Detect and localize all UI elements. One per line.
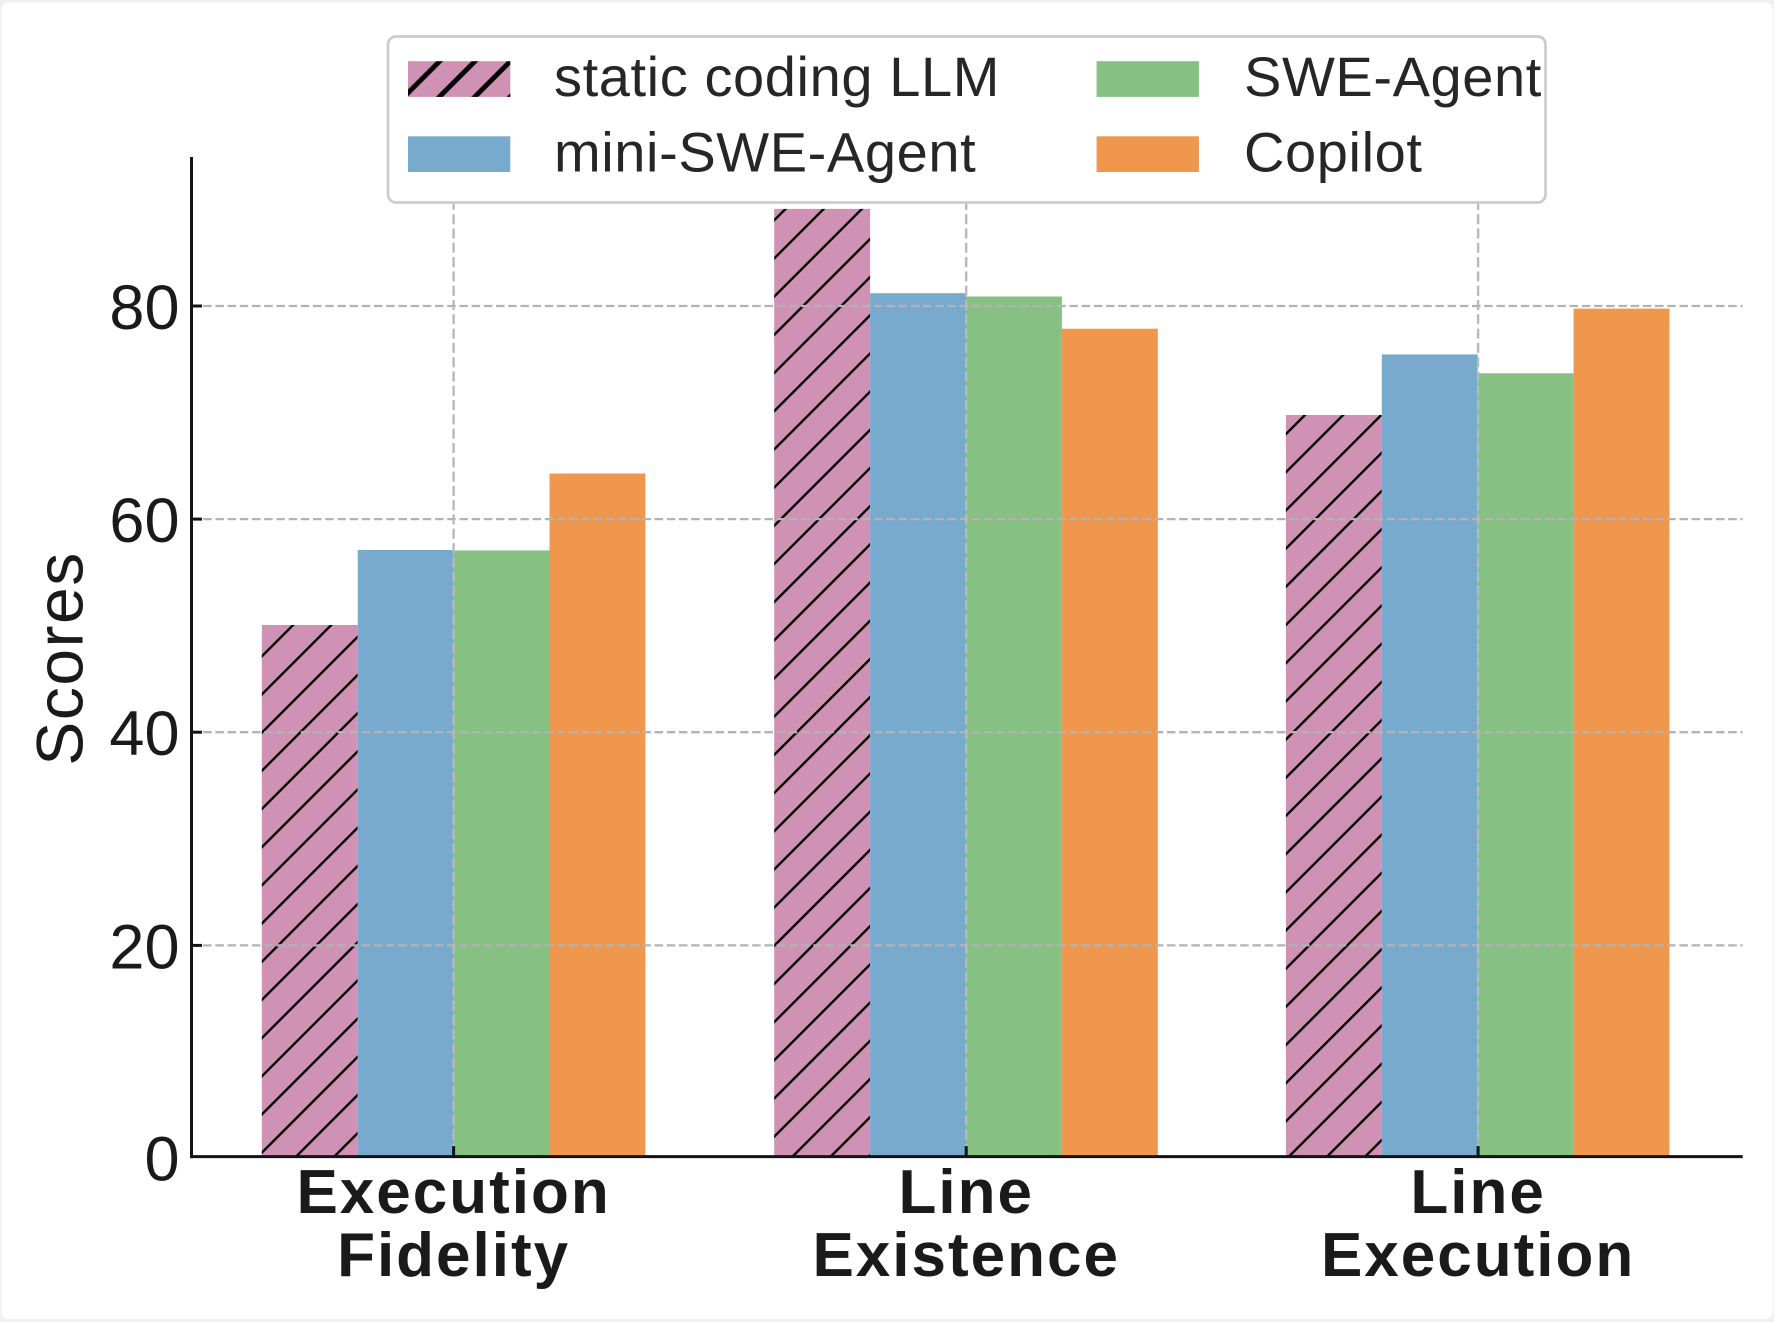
svg-text:Execution: Execution — [1321, 1221, 1635, 1290]
svg-text:40: 40 — [109, 699, 179, 769]
svg-text:Existence: Existence — [812, 1221, 1120, 1290]
svg-text:SWE-Agent: SWE-Agent — [1244, 45, 1542, 108]
svg-text:80: 80 — [109, 273, 179, 343]
svg-text:Line: Line — [1410, 1158, 1545, 1227]
svg-text:60: 60 — [109, 486, 179, 556]
svg-text:Scores: Scores — [23, 551, 97, 765]
svg-text:mini-SWE-Agent: mini-SWE-Agent — [554, 121, 976, 184]
svg-text:20: 20 — [109, 912, 179, 982]
svg-text:static coding LLM: static coding LLM — [554, 45, 1000, 108]
svg-text:0: 0 — [144, 1125, 179, 1195]
svg-text:Copilot: Copilot — [1244, 121, 1423, 184]
svg-text:Line: Line — [898, 1158, 1033, 1227]
svg-text:Execution: Execution — [296, 1158, 610, 1227]
svg-text:Fidelity: Fidelity — [337, 1221, 570, 1290]
